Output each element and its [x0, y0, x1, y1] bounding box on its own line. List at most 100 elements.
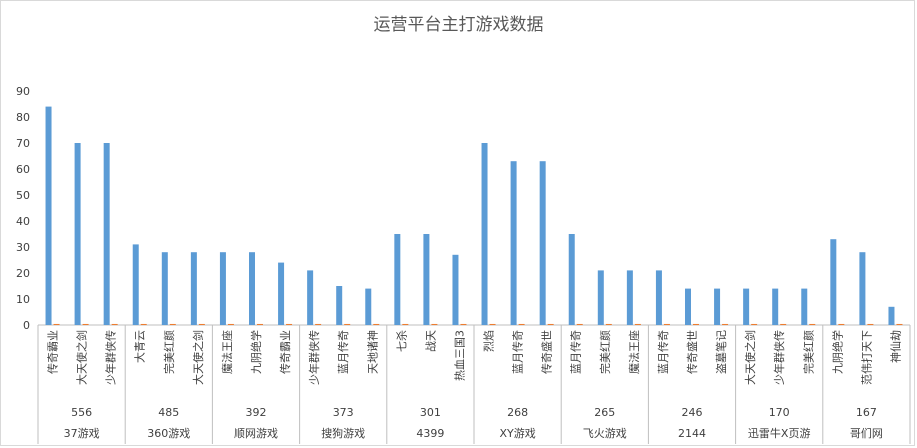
bar-secondary — [547, 323, 554, 325]
game-label: 少年群侠传 — [104, 330, 118, 385]
bar-secondary — [896, 323, 903, 325]
bar-secondary — [751, 323, 758, 325]
game-label: 大天使之剑 — [75, 330, 89, 385]
bar — [510, 161, 517, 325]
bar — [336, 286, 343, 325]
bar — [74, 143, 81, 325]
bar — [45, 106, 52, 325]
bar-secondary — [431, 323, 438, 325]
bar — [423, 234, 430, 325]
platform-label: 哥们网 — [850, 426, 883, 440]
bar — [307, 270, 314, 325]
game-label: 大天使之剑 — [743, 330, 757, 385]
bar — [394, 234, 401, 325]
game-label: 蓝月传奇 — [657, 330, 670, 374]
bar-secondary — [402, 323, 409, 325]
game-label: 蓝月传奇 — [570, 330, 583, 374]
game-label: 神仙劫 — [888, 330, 902, 363]
bar — [249, 252, 255, 325]
group-total-label: 170 — [769, 406, 790, 419]
bar-secondary — [809, 323, 816, 325]
game-label: 大青云 — [133, 330, 147, 363]
chart-title: 运营平台主打游戏数据 — [373, 15, 544, 35]
y-tick-label: 60 — [16, 163, 30, 176]
bar — [685, 288, 691, 325]
bar — [452, 254, 459, 325]
game-label: 大天使之剑 — [191, 330, 205, 385]
group-total-label: 373 — [333, 406, 354, 419]
group-total-label: 265 — [594, 406, 615, 419]
bar — [481, 143, 488, 325]
game-label: 范伟打天下 — [859, 330, 873, 385]
bar — [859, 252, 866, 325]
bar-secondary — [140, 323, 147, 325]
bar-secondary — [780, 323, 787, 325]
bar-secondary — [663, 323, 670, 325]
bar — [743, 288, 750, 325]
bar — [161, 252, 168, 325]
bar — [190, 252, 197, 325]
bar — [597, 270, 604, 325]
game-label: 传奇盛世 — [685, 330, 699, 374]
platform-label: 37游戏 — [64, 427, 100, 440]
y-tick-label: 40 — [16, 215, 30, 228]
y-tick-label: 50 — [16, 189, 30, 202]
platform-label: 顺网游戏 — [234, 427, 278, 440]
game-label: 七杀 — [394, 330, 408, 352]
bar — [626, 270, 633, 325]
bar — [830, 239, 837, 325]
bar — [539, 161, 546, 325]
bar-secondary — [489, 323, 496, 325]
group-total-label: 167 — [856, 406, 877, 419]
bar — [103, 143, 110, 325]
bar-secondary — [53, 323, 60, 325]
bar — [714, 288, 721, 325]
y-tick-label: 80 — [16, 111, 30, 124]
bar — [568, 234, 575, 325]
group-total-label: 246 — [682, 406, 703, 419]
game-label: 传奇霸业 — [47, 330, 60, 374]
bar — [888, 306, 895, 325]
bar — [801, 288, 808, 325]
game-label: 传奇霸业 — [279, 330, 292, 374]
y-tick-label: 30 — [16, 241, 30, 254]
bar — [132, 244, 139, 325]
bar-secondary — [693, 323, 699, 325]
bar-secondary — [373, 323, 380, 325]
platform-label: 飞火游戏 — [583, 427, 627, 440]
game-label: 九阴绝学 — [249, 330, 263, 374]
game-label: 盗墓笔记 — [714, 330, 728, 374]
bar-secondary — [198, 323, 205, 325]
y-tick-label: 0 — [23, 319, 30, 332]
bar-secondary — [227, 323, 234, 325]
platform-label: 搜狗游戏 — [321, 426, 365, 440]
bar-secondary — [634, 323, 641, 325]
game-label: 蓝月传奇 — [512, 330, 525, 374]
game-label: 热血三国3 — [452, 330, 466, 381]
y-tick-label: 70 — [16, 137, 30, 150]
bar-secondary — [286, 323, 293, 325]
y-tick-label: 90 — [16, 85, 30, 98]
bar — [772, 288, 779, 325]
group-total-label: 268 — [507, 406, 528, 419]
game-label: 完美红颜 — [801, 330, 815, 374]
game-label: 魔法王座 — [220, 330, 234, 374]
bar-secondary — [722, 323, 729, 325]
bar-secondary — [518, 323, 525, 325]
game-label: 少年群侠传 — [772, 330, 786, 385]
game-label: 九阴绝学 — [830, 330, 844, 374]
bar-secondary — [315, 323, 322, 325]
bar-secondary — [460, 323, 467, 325]
bar — [278, 262, 285, 325]
bar — [655, 270, 662, 325]
platform-label: 迅雷牛X页游 — [748, 426, 811, 440]
bar — [365, 288, 372, 325]
bar — [219, 252, 226, 325]
game-label: 少年群侠传 — [307, 330, 321, 385]
platform-label: 2144 — [678, 427, 706, 440]
y-tick-label: 20 — [16, 267, 30, 280]
game-label: 完美红颜 — [162, 330, 176, 374]
platform-label: XY游戏 — [499, 427, 535, 440]
group-total-label: 301 — [420, 406, 441, 419]
bar-secondary — [576, 323, 583, 325]
